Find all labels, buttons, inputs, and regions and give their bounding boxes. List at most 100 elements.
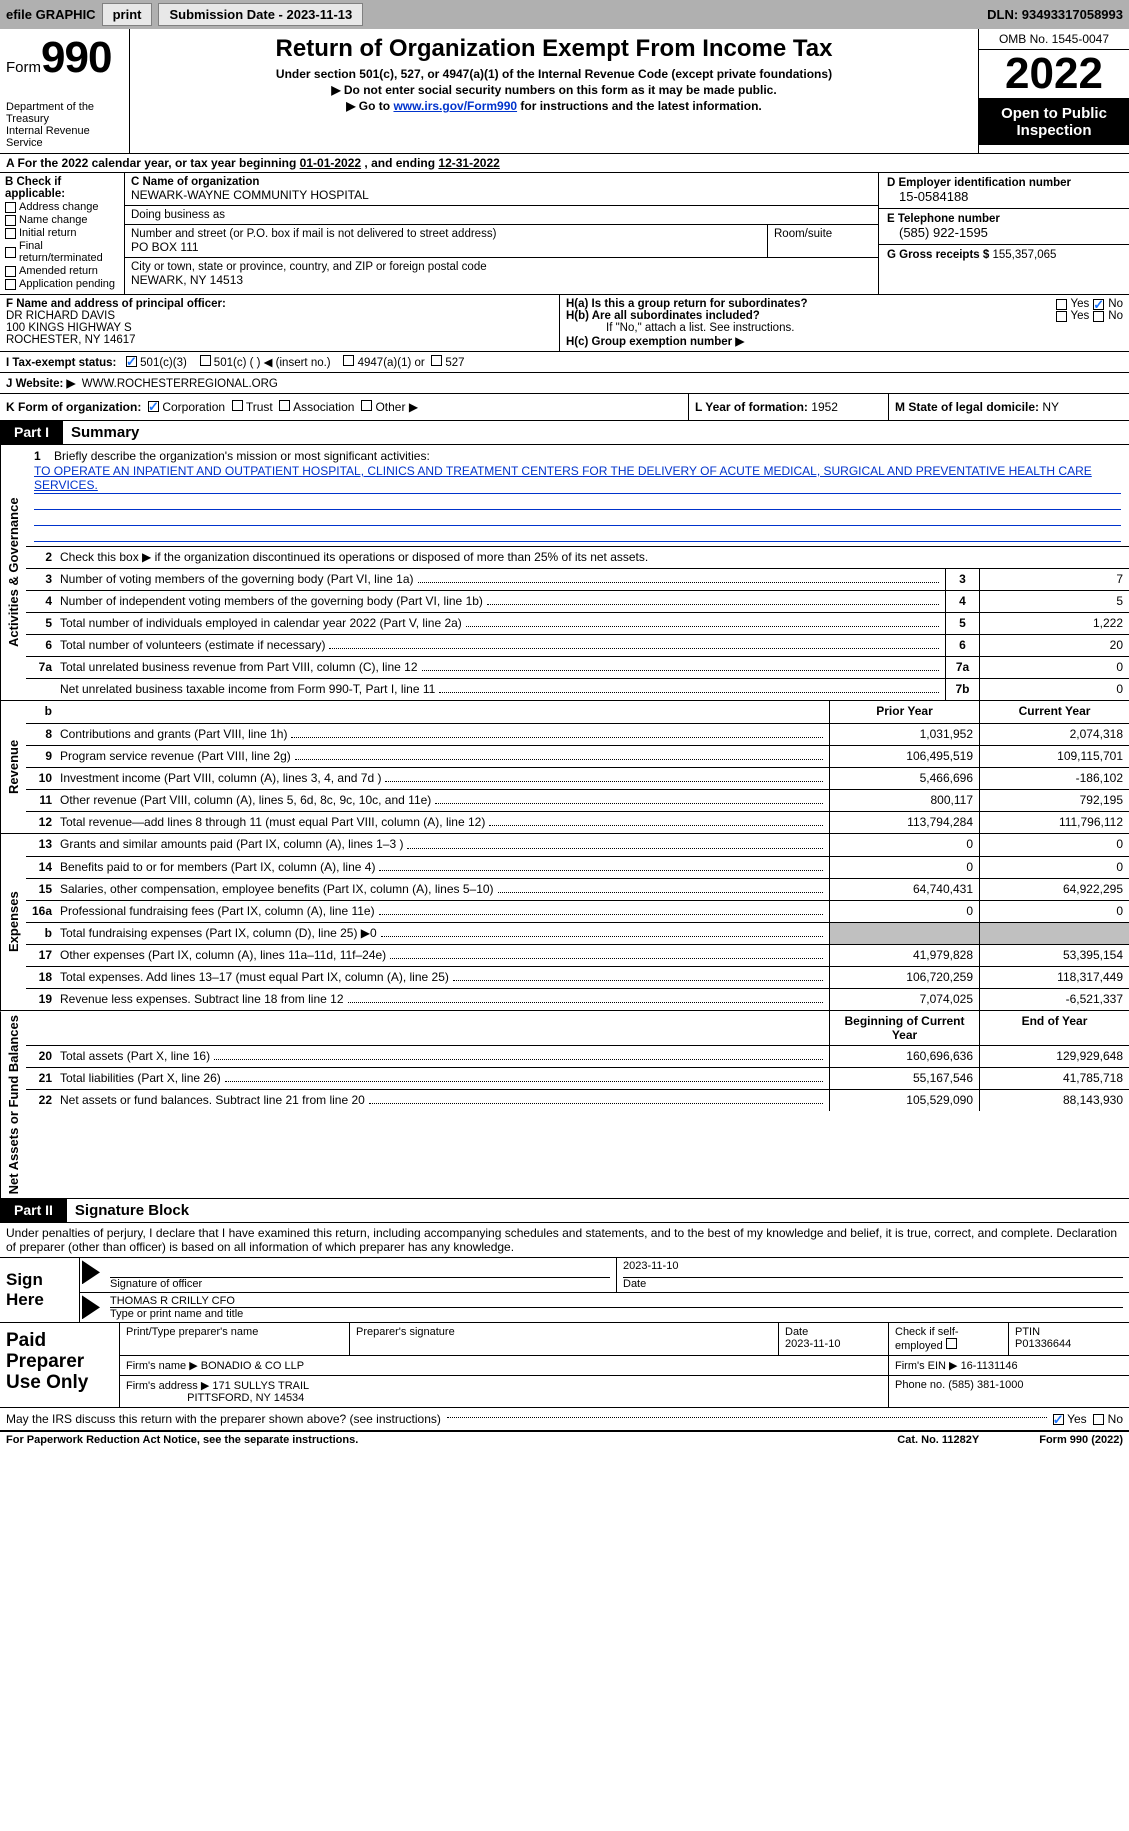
vtab-activities: Activities & Governance	[0, 445, 26, 700]
omb-number: OMB No. 1545-0047	[979, 29, 1129, 50]
line-num: b	[26, 923, 58, 944]
sig-officer-line[interactable]	[110, 1260, 610, 1278]
line-num: 19	[26, 989, 58, 1010]
chk-final-return[interactable]	[5, 247, 16, 258]
hb-label: H(b) Are all subordinates included?	[566, 310, 1052, 322]
paperwork-notice: For Paperwork Reduction Act Notice, see …	[6, 1434, 358, 1446]
street-label: Number and street (or P.O. box if mail i…	[131, 228, 761, 240]
chk-initial-return[interactable]	[5, 228, 16, 239]
mission-blank-3	[34, 526, 1121, 542]
irs-link[interactable]: www.irs.gov/Form990	[393, 99, 517, 113]
line-value: 5	[979, 591, 1129, 612]
lbl-corp: Corporation	[162, 400, 225, 414]
room-label: Room/suite	[774, 228, 872, 240]
return-subtitle: Under section 501(c), 527, or 4947(a)(1)…	[138, 67, 970, 81]
vtab-net-assets: Net Assets or Fund Balances	[0, 1011, 26, 1198]
open-inspection: Open to Public Inspection	[979, 99, 1129, 145]
row-a-tax-year: A For the 2022 calendar year, or tax yea…	[0, 154, 1129, 173]
line-num: 22	[26, 1090, 58, 1111]
form-header: Form990 Department of the Treasury Inter…	[0, 29, 1129, 154]
col-end-year: End of Year	[979, 1011, 1129, 1045]
part-i-title: Summary	[63, 421, 147, 444]
chk-app-pending[interactable]	[5, 279, 16, 290]
summary-line: 12 Total revenue—add lines 8 through 11 …	[26, 811, 1129, 833]
prior-year-value: 7,074,025	[829, 989, 979, 1010]
ha-label: H(a) Is this a group return for subordin…	[566, 298, 1052, 310]
chk-527[interactable]	[431, 355, 442, 366]
chk-amended[interactable]	[5, 266, 16, 277]
firm-name-label: Firm's name ▶	[126, 1360, 198, 1372]
firm-addr2: PITTSFORD, NY 14534	[187, 1392, 304, 1404]
section-revenue: Revenue b Prior Year Current Year 8 Cont…	[0, 701, 1129, 834]
line-num: 18	[26, 967, 58, 988]
city-label: City or town, state or province, country…	[131, 261, 872, 273]
line-num: 12	[26, 812, 58, 833]
summary-line: 18 Total expenses. Add lines 13–17 (must…	[26, 966, 1129, 988]
line-desc: Salaries, other compensation, employee b…	[58, 879, 829, 900]
chk-hb-no[interactable]	[1093, 311, 1104, 322]
row-i-exempt: I Tax-exempt status: 501(c)(3) 501(c) ( …	[0, 352, 1129, 373]
pp-name-label: Print/Type preparer's name	[120, 1323, 350, 1355]
paid-preparer-label: Paid Preparer Use Only	[0, 1323, 120, 1407]
website-label: J Website: ▶	[6, 378, 75, 390]
prior-year-value: 0	[829, 834, 979, 856]
prior-year-value: 113,794,284	[829, 812, 979, 833]
chk-address-change[interactable]	[5, 202, 16, 213]
org-name: NEWARK-WAYNE COMMUNITY HOSPITAL	[131, 188, 872, 202]
q2-num: 2	[26, 547, 58, 568]
chk-ha-no[interactable]	[1093, 299, 1104, 310]
submission-date-button[interactable]: Submission Date - 2023-11-13	[158, 3, 363, 26]
chk-4947[interactable]	[343, 355, 354, 366]
section-net-assets: Net Assets or Fund Balances Beginning of…	[0, 1011, 1129, 1199]
line-desc: Number of independent voting members of …	[58, 591, 945, 612]
chk-self-employed[interactable]	[946, 1338, 957, 1349]
chk-501c3[interactable]	[126, 356, 137, 367]
prior-year-value: 106,720,259	[829, 967, 979, 988]
officer-addr2: ROCHESTER, NY 14617	[6, 334, 553, 346]
line-num: 7a	[26, 657, 58, 678]
officer-name: DR RICHARD DAVIS	[6, 310, 553, 322]
chk-ha-yes[interactable]	[1056, 299, 1067, 310]
hb-no: No	[1108, 310, 1123, 322]
row-fh: F Name and address of principal officer:…	[0, 295, 1129, 352]
na-hdr-blank	[26, 1011, 58, 1045]
prior-year-value: 0	[829, 901, 979, 922]
chk-hb-yes[interactable]	[1056, 311, 1067, 322]
pp-sig-label: Preparer's signature	[350, 1323, 779, 1355]
discuss-yes: Yes	[1067, 1412, 1087, 1426]
chk-assoc[interactable]	[279, 400, 290, 411]
line-desc: Total expenses. Add lines 13–17 (must eq…	[58, 967, 829, 988]
print-button[interactable]: print	[102, 3, 153, 26]
line-num: 6	[26, 635, 58, 656]
chk-discuss-yes[interactable]	[1053, 1414, 1064, 1425]
line-value: 20	[979, 635, 1129, 656]
website-url: WWW.ROCHESTERREGIONAL.ORG	[82, 378, 278, 390]
summary-line: 13 Grants and similar amounts paid (Part…	[26, 834, 1129, 856]
chk-discuss-no[interactable]	[1093, 1414, 1104, 1425]
col-c-org: C Name of organization NEWARK-WAYNE COMM…	[125, 173, 879, 294]
prior-year-value	[829, 923, 979, 944]
tax-year: 2022	[979, 50, 1129, 99]
lbl-final-return: Final return/terminated	[19, 240, 119, 264]
lbl-assoc: Association	[293, 400, 354, 414]
q2-text: Check this box ▶ if the organization dis…	[60, 550, 648, 565]
line-num: 13	[26, 834, 58, 856]
firm-phone-value: (585) 381-1000	[948, 1379, 1023, 1391]
line-desc: Total assets (Part X, line 16)	[58, 1046, 829, 1067]
prior-year-value: 0	[829, 857, 979, 878]
k-label: K Form of organization:	[6, 400, 141, 414]
chk-name-change[interactable]	[5, 215, 16, 226]
na-hdr-desc	[58, 1011, 829, 1045]
chk-other[interactable]	[361, 400, 372, 411]
sig-name-value: THOMAS R CRILLY CFO	[110, 1295, 1123, 1308]
chk-501c[interactable]	[200, 355, 211, 366]
chk-corp[interactable]	[148, 401, 159, 412]
line-value: 0	[979, 657, 1129, 678]
tax-year-end: 12-31-2022	[438, 156, 499, 170]
summary-line: 14 Benefits paid to or for members (Part…	[26, 856, 1129, 878]
chk-trust[interactable]	[232, 400, 243, 411]
summary-line: 8 Contributions and grants (Part VIII, l…	[26, 723, 1129, 745]
discuss-no: No	[1108, 1412, 1123, 1426]
line-desc: Investment income (Part VIII, column (A)…	[58, 768, 829, 789]
current-year-value: 792,195	[979, 790, 1129, 811]
